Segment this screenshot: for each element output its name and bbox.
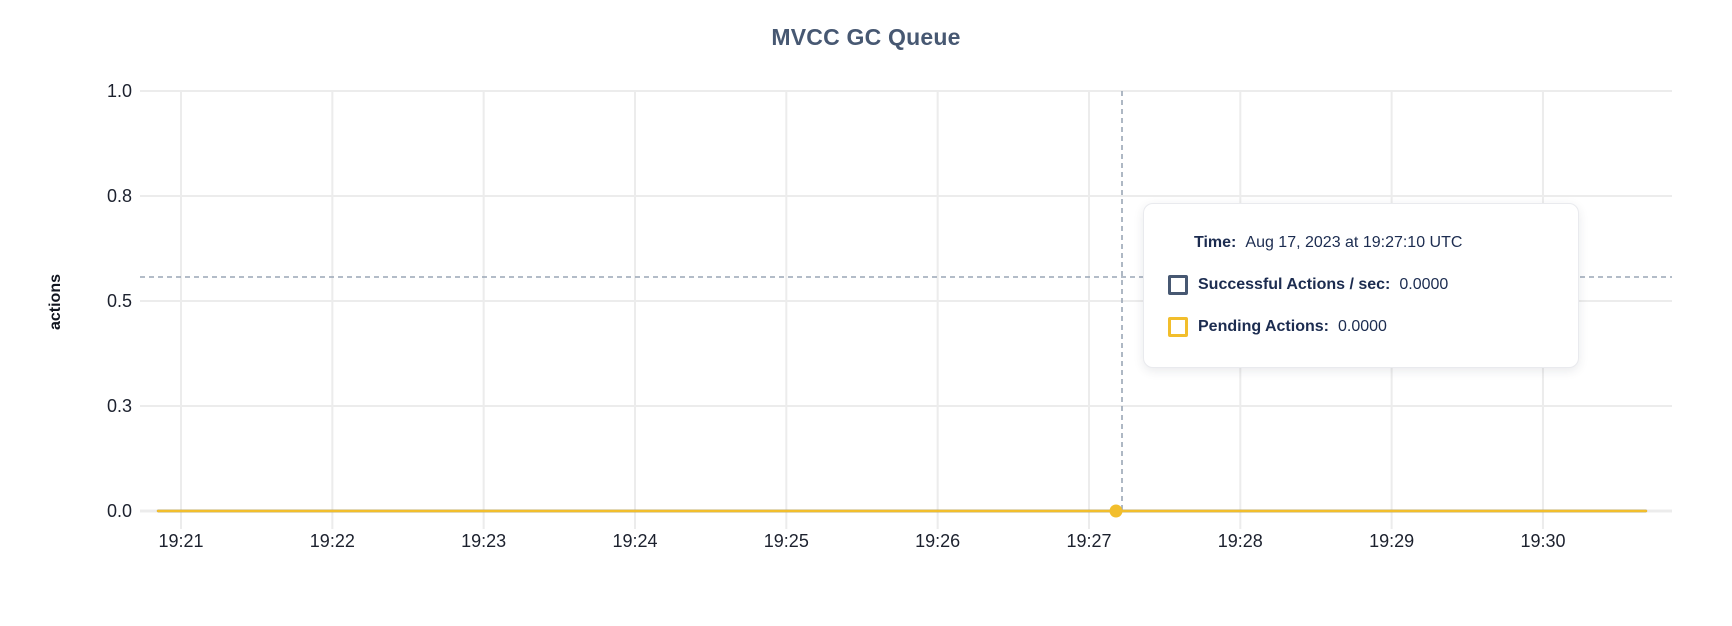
tooltip-series-row: Pending Actions: 0.0000	[1168, 317, 1554, 337]
chart-tooltip: Time: Aug 17, 2023 at 19:27:10 UTC Succe…	[1143, 203, 1579, 368]
x-tick-label: 19:28	[1217, 531, 1263, 551]
y-tick-label: 1.0	[106, 81, 132, 101]
y-tick-label: 0.0	[106, 501, 132, 521]
tooltip-time-row: Time: Aug 17, 2023 at 19:27:10 UTC	[1194, 233, 1554, 253]
x-tick-label: 19:21	[158, 531, 204, 551]
x-tick-label: 19:27	[1066, 531, 1112, 551]
x-tick-label: 19:30	[1520, 531, 1566, 551]
x-tick-label: 19:29	[1369, 531, 1415, 551]
x-tick-label: 19:26	[915, 531, 961, 551]
y-tick-label: 0.8	[106, 186, 132, 206]
y-tick-label: 0.5	[106, 291, 132, 311]
tooltip-time-value: Aug 17, 2023 at 19:27:10 UTC	[1245, 234, 1463, 251]
hover-point-dot	[1109, 504, 1123, 518]
x-tick-label: 19:22	[309, 531, 355, 551]
x-tick-label: 19:25	[763, 531, 809, 551]
x-tick-label: 19:23	[461, 531, 507, 551]
tooltip-time-label: Time:	[1194, 234, 1237, 251]
tooltip-series-value: 0.0000	[1399, 276, 1449, 293]
successful-actions-swatch-icon	[1168, 275, 1188, 295]
tooltip-series-row: Successful Actions / sec: 0.0000	[1168, 275, 1554, 295]
tooltip-series-label: Successful Actions / sec:	[1198, 276, 1391, 293]
pending-actions-swatch-icon	[1168, 317, 1188, 337]
tooltip-series-label: Pending Actions:	[1198, 318, 1329, 335]
y-tick-label: 0.3	[106, 396, 132, 416]
x-tick-label: 19:24	[612, 531, 658, 551]
tooltip-series-value: 0.0000	[1337, 318, 1387, 335]
chart-title: MVCC GC Queue	[771, 24, 961, 50]
